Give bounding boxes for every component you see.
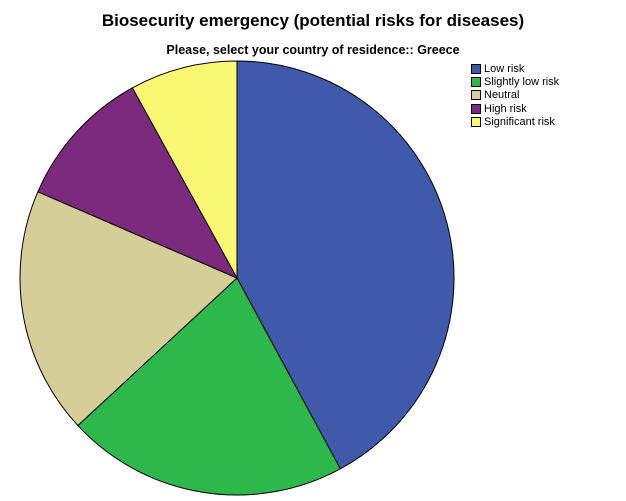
pie-slice-slightly-low-risk xyxy=(77,277,341,496)
chart-legend: Low risk Slightly low risk Neutral High … xyxy=(471,62,559,128)
legend-item-slightly-low-risk: Slightly low risk xyxy=(471,75,559,88)
pie-slice-low-risk xyxy=(236,60,455,470)
legend-swatch-significant-risk xyxy=(471,116,481,127)
legend-swatch-high-risk xyxy=(471,103,481,114)
legend-item-low-risk: Low risk xyxy=(471,62,559,75)
chart-subtitle: Please, select your country of residence… xyxy=(166,43,460,57)
pie-slice-significant-risk xyxy=(131,60,238,279)
legend-label-slightly-low-risk: Slightly low risk xyxy=(484,75,560,88)
legend-label-high-risk: High risk xyxy=(484,102,527,115)
legend-swatch-slightly-low-risk xyxy=(471,76,481,87)
legend-swatch-neutral xyxy=(471,90,481,101)
chart-title: Biosecurity emergency (potential risks f… xyxy=(101,11,525,30)
legend-item-high-risk: High risk xyxy=(471,102,559,115)
legend-item-neutral: Neutral xyxy=(471,89,559,102)
pie-slice-high-risk xyxy=(37,87,238,279)
legend-label-neutral: Neutral xyxy=(484,89,520,102)
legend-item-significant-risk: Significant risk xyxy=(471,115,559,128)
pie-slice-neutral xyxy=(19,191,238,427)
legend-label-significant-risk: Significant risk xyxy=(484,115,555,128)
legend-label-low-risk: Low risk xyxy=(484,62,525,75)
legend-swatch-low-risk xyxy=(471,63,481,74)
